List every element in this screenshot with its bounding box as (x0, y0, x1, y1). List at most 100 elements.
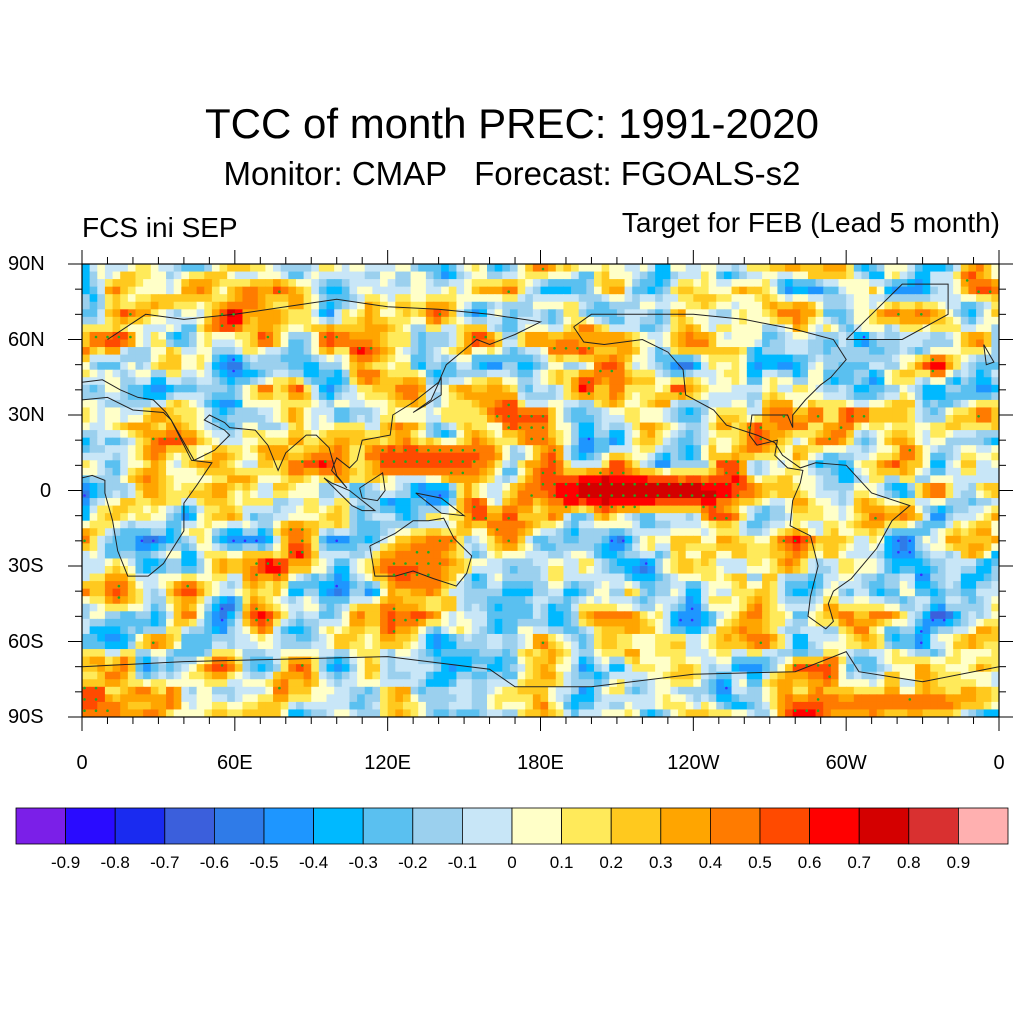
field-cell (899, 437, 908, 446)
field-cell (899, 467, 908, 476)
field-cell (930, 362, 939, 371)
field-cell (509, 430, 519, 439)
field-cell (800, 558, 809, 567)
field-cell (127, 520, 137, 529)
field-cell (716, 452, 725, 461)
field-cell (983, 264, 992, 273)
field-cell (89, 445, 98, 454)
field-cell (494, 445, 503, 454)
field-cell (135, 482, 144, 492)
field-cell (601, 347, 610, 356)
field-cell (555, 573, 565, 582)
field-cell (242, 505, 251, 514)
field-cell (112, 482, 121, 492)
field-cell (670, 271, 679, 280)
field-cell (364, 460, 373, 469)
field-cell (647, 279, 656, 288)
field-cell (655, 301, 664, 310)
field-cell (593, 309, 603, 318)
field-cell (853, 347, 863, 356)
field-cell (731, 535, 740, 544)
field-cell (739, 407, 748, 416)
field-cell (976, 550, 985, 560)
field-cell (135, 279, 144, 288)
field-cell (563, 535, 572, 544)
field-cell (257, 573, 266, 582)
field-cell (869, 369, 878, 378)
field-cell (410, 528, 419, 537)
field-cell (555, 399, 565, 409)
field-cell (257, 490, 266, 499)
field-cell (953, 271, 962, 280)
field-cell (479, 331, 488, 341)
field-cell (341, 490, 351, 499)
field-cell (234, 422, 244, 431)
field-cell (746, 324, 756, 333)
field-cell (930, 271, 939, 280)
field-cell (991, 505, 999, 514)
field-cell (104, 460, 114, 469)
field-cell (82, 528, 91, 537)
field-cell (853, 294, 863, 303)
field-cell (204, 362, 213, 371)
field-cell (678, 452, 687, 461)
field-cell (991, 362, 999, 371)
field-cell (723, 550, 733, 560)
field-cell (104, 384, 114, 393)
field-cell (914, 399, 924, 409)
field-cell (930, 482, 939, 492)
field-cell (143, 271, 152, 280)
field-cell (441, 369, 450, 378)
field-cell (441, 543, 450, 552)
field-cell (227, 520, 236, 529)
field-cell (242, 467, 251, 476)
field-cell (609, 490, 618, 499)
field-cell (930, 309, 939, 318)
field-cell (234, 279, 244, 288)
field-cell (945, 339, 954, 348)
field-cell (471, 264, 480, 273)
field-cell (265, 566, 274, 575)
field-cell (769, 271, 778, 280)
field-cell (555, 550, 565, 560)
field-cell (257, 460, 266, 469)
field-cell (494, 543, 503, 552)
field-cell (892, 279, 901, 288)
field-cell (716, 286, 725, 295)
field-cell (295, 294, 305, 303)
field-cell (632, 339, 641, 348)
field-cell (441, 437, 450, 446)
field-cell (273, 316, 282, 325)
field-cell (700, 460, 710, 469)
field-cell (181, 384, 190, 393)
field-cell (731, 377, 740, 386)
field-cell (410, 399, 419, 409)
field-cell (295, 347, 305, 356)
field-cell (861, 543, 870, 552)
field-cell (471, 482, 480, 492)
field-cell (448, 437, 458, 446)
field-cell (517, 445, 526, 454)
field-cell (792, 392, 801, 401)
field-cell (983, 392, 992, 401)
field-cell (380, 445, 389, 454)
field-cell (257, 347, 266, 356)
field-cell (892, 316, 901, 325)
field-cell (777, 460, 786, 469)
field-cell (563, 301, 572, 310)
field-cell (127, 316, 137, 325)
field-cell (242, 482, 251, 492)
field-cell (945, 558, 954, 567)
field-cell (357, 467, 366, 476)
field-cell (150, 520, 160, 529)
field-cell (922, 460, 931, 469)
field-cell (624, 331, 633, 341)
field-cell (433, 430, 442, 439)
field-cell (410, 369, 419, 378)
field-cell (976, 482, 985, 492)
field-cell (234, 399, 244, 409)
field-cell (769, 415, 778, 424)
field-cell (540, 520, 549, 529)
field-cell (846, 286, 855, 295)
field-cell (326, 392, 335, 401)
